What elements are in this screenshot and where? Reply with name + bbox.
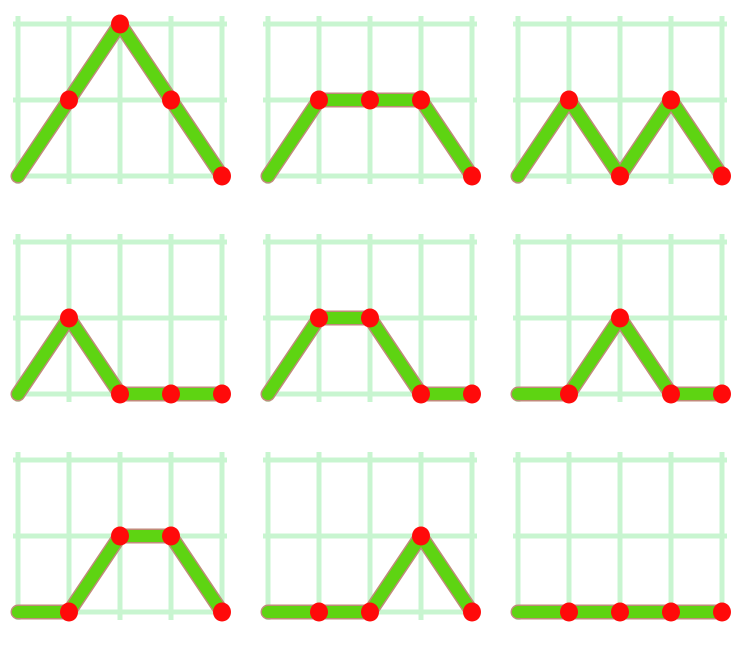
pattern-panel-8 [260, 452, 481, 622]
vertex-point [412, 384, 430, 404]
vertex-point [310, 602, 328, 622]
vertex-point [560, 602, 578, 622]
pattern-panel-6 [510, 234, 731, 404]
vertex-point [713, 166, 731, 186]
vertex-point [213, 384, 231, 404]
vertex-point [463, 166, 481, 186]
pattern-panel-4 [10, 234, 231, 404]
pattern-panel-2 [260, 16, 481, 186]
vertex-point [60, 602, 78, 622]
vertex-point [463, 384, 481, 404]
vertex-point [463, 602, 481, 622]
vertex-point [662, 384, 680, 404]
vertex-point [713, 384, 731, 404]
vertex-point [162, 526, 180, 546]
vertex-point [361, 602, 379, 622]
vertex-point [310, 308, 328, 328]
vertex-point [611, 602, 629, 622]
vertex-point [162, 384, 180, 404]
pattern-panel-5 [260, 234, 481, 404]
pattern-panel-9 [510, 452, 731, 622]
vertex-point [412, 526, 430, 546]
vertex-point [662, 602, 680, 622]
vertex-point [560, 384, 578, 404]
vertex-point [310, 90, 328, 110]
pattern-panel-7 [10, 452, 231, 622]
vertex-point [713, 602, 731, 622]
panel-grid [13, 234, 227, 402]
vertex-point [611, 308, 629, 328]
pattern-panel-3 [510, 16, 731, 186]
vertex-point [560, 90, 578, 110]
pattern-panel-1 [10, 14, 231, 186]
vertex-point [361, 90, 379, 110]
panel-grid [513, 452, 727, 620]
vertex-point [361, 308, 379, 328]
panel-grid [513, 16, 727, 184]
panel-grid [263, 452, 477, 620]
vertex-point [412, 90, 430, 110]
vertex-point [60, 308, 78, 328]
vertex-point [662, 90, 680, 110]
vertex-point [611, 166, 629, 186]
vertex-point [111, 526, 129, 546]
vertex-point [111, 384, 129, 404]
vertex-point [162, 90, 180, 110]
vertex-point [111, 14, 129, 34]
vertex-point [213, 166, 231, 186]
panel-grid [13, 452, 227, 620]
vertex-point [60, 90, 78, 110]
vertex-point [213, 602, 231, 622]
panel-grid [13, 16, 227, 184]
